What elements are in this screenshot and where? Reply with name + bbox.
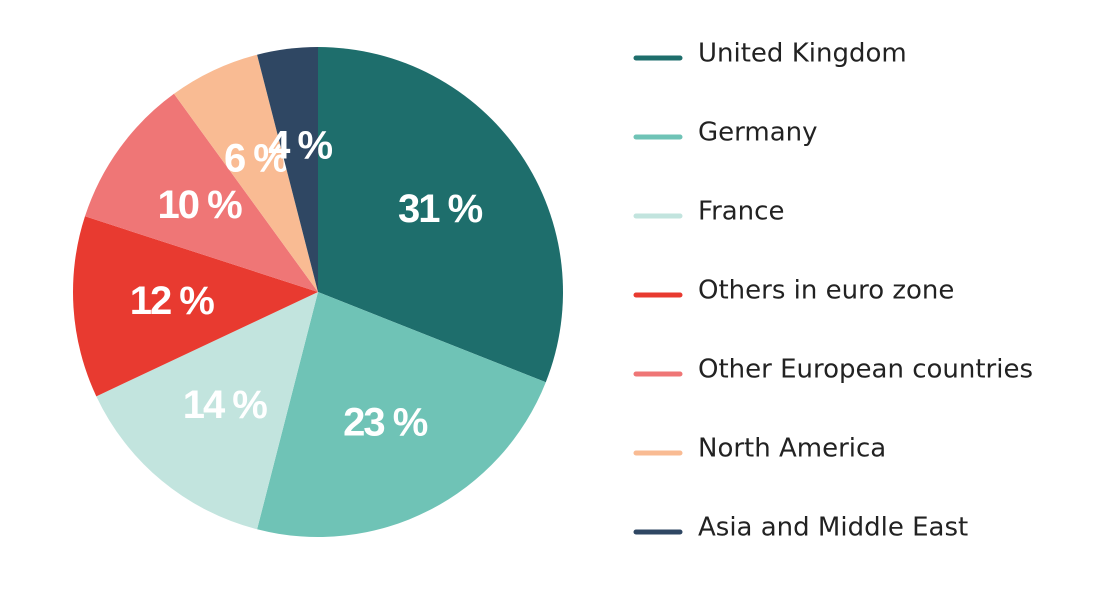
legend-label: United Kingdom [698,39,907,69]
slice-label: 10 % [157,183,242,227]
slice-label: 6 % [224,137,288,181]
pie-slice [96,292,318,530]
legend-label: Asia and Middle East [698,513,968,543]
slice-label: 31 % [398,187,483,231]
slice-label: 14 % [183,383,268,427]
slice-label: 23 % [343,401,428,445]
pie-slice [72,216,318,397]
legend-label: Germany [698,118,818,148]
pie-slice [257,47,318,292]
pie-slice [318,47,563,383]
pie-slice [257,292,546,537]
slice-label: 4 % [268,124,332,168]
legend-label: Others in euro zone [698,276,954,306]
slice-label: 12 % [130,279,215,323]
legend-label: North America [698,434,886,464]
pie-slice [173,54,318,292]
pie-slice [84,93,318,292]
legend-label: Other European countries [698,355,1033,385]
legend-label: France [698,197,784,227]
